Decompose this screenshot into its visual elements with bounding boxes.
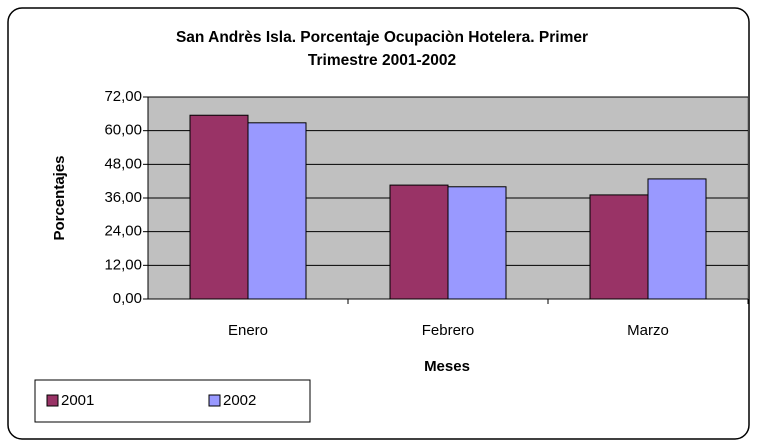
y-tick-label: 48,00 <box>104 155 142 172</box>
y-tick-label: 12,00 <box>104 256 142 273</box>
bar <box>389 184 449 300</box>
y-axis-label: Porcentajes <box>51 155 68 240</box>
legend-swatch <box>208 394 221 407</box>
y-tick-label: 60,00 <box>104 122 142 139</box>
bar <box>247 122 307 300</box>
legend-box <box>34 379 311 423</box>
legend-swatch <box>46 394 59 407</box>
bar <box>647 178 707 300</box>
x-axis-label: Meses <box>424 358 470 375</box>
legend-label: 2001 <box>61 392 94 409</box>
bar <box>447 186 507 300</box>
x-tick-label: Enero <box>228 322 268 339</box>
x-tick-label: Marzo <box>627 322 669 339</box>
y-tick-label: 36,00 <box>104 189 142 206</box>
y-tick-label: 72,00 <box>104 88 142 105</box>
bar <box>189 114 249 300</box>
bar <box>589 194 649 300</box>
y-tick-label: 0,00 <box>113 290 142 307</box>
chart-title: San Andrès Isla. Porcentaje Ocupaciòn Ho… <box>175 29 589 69</box>
legend-label: 2002 <box>223 392 256 409</box>
x-tick-label: Febrero <box>422 322 475 339</box>
y-tick-label: 24,00 <box>104 223 142 240</box>
